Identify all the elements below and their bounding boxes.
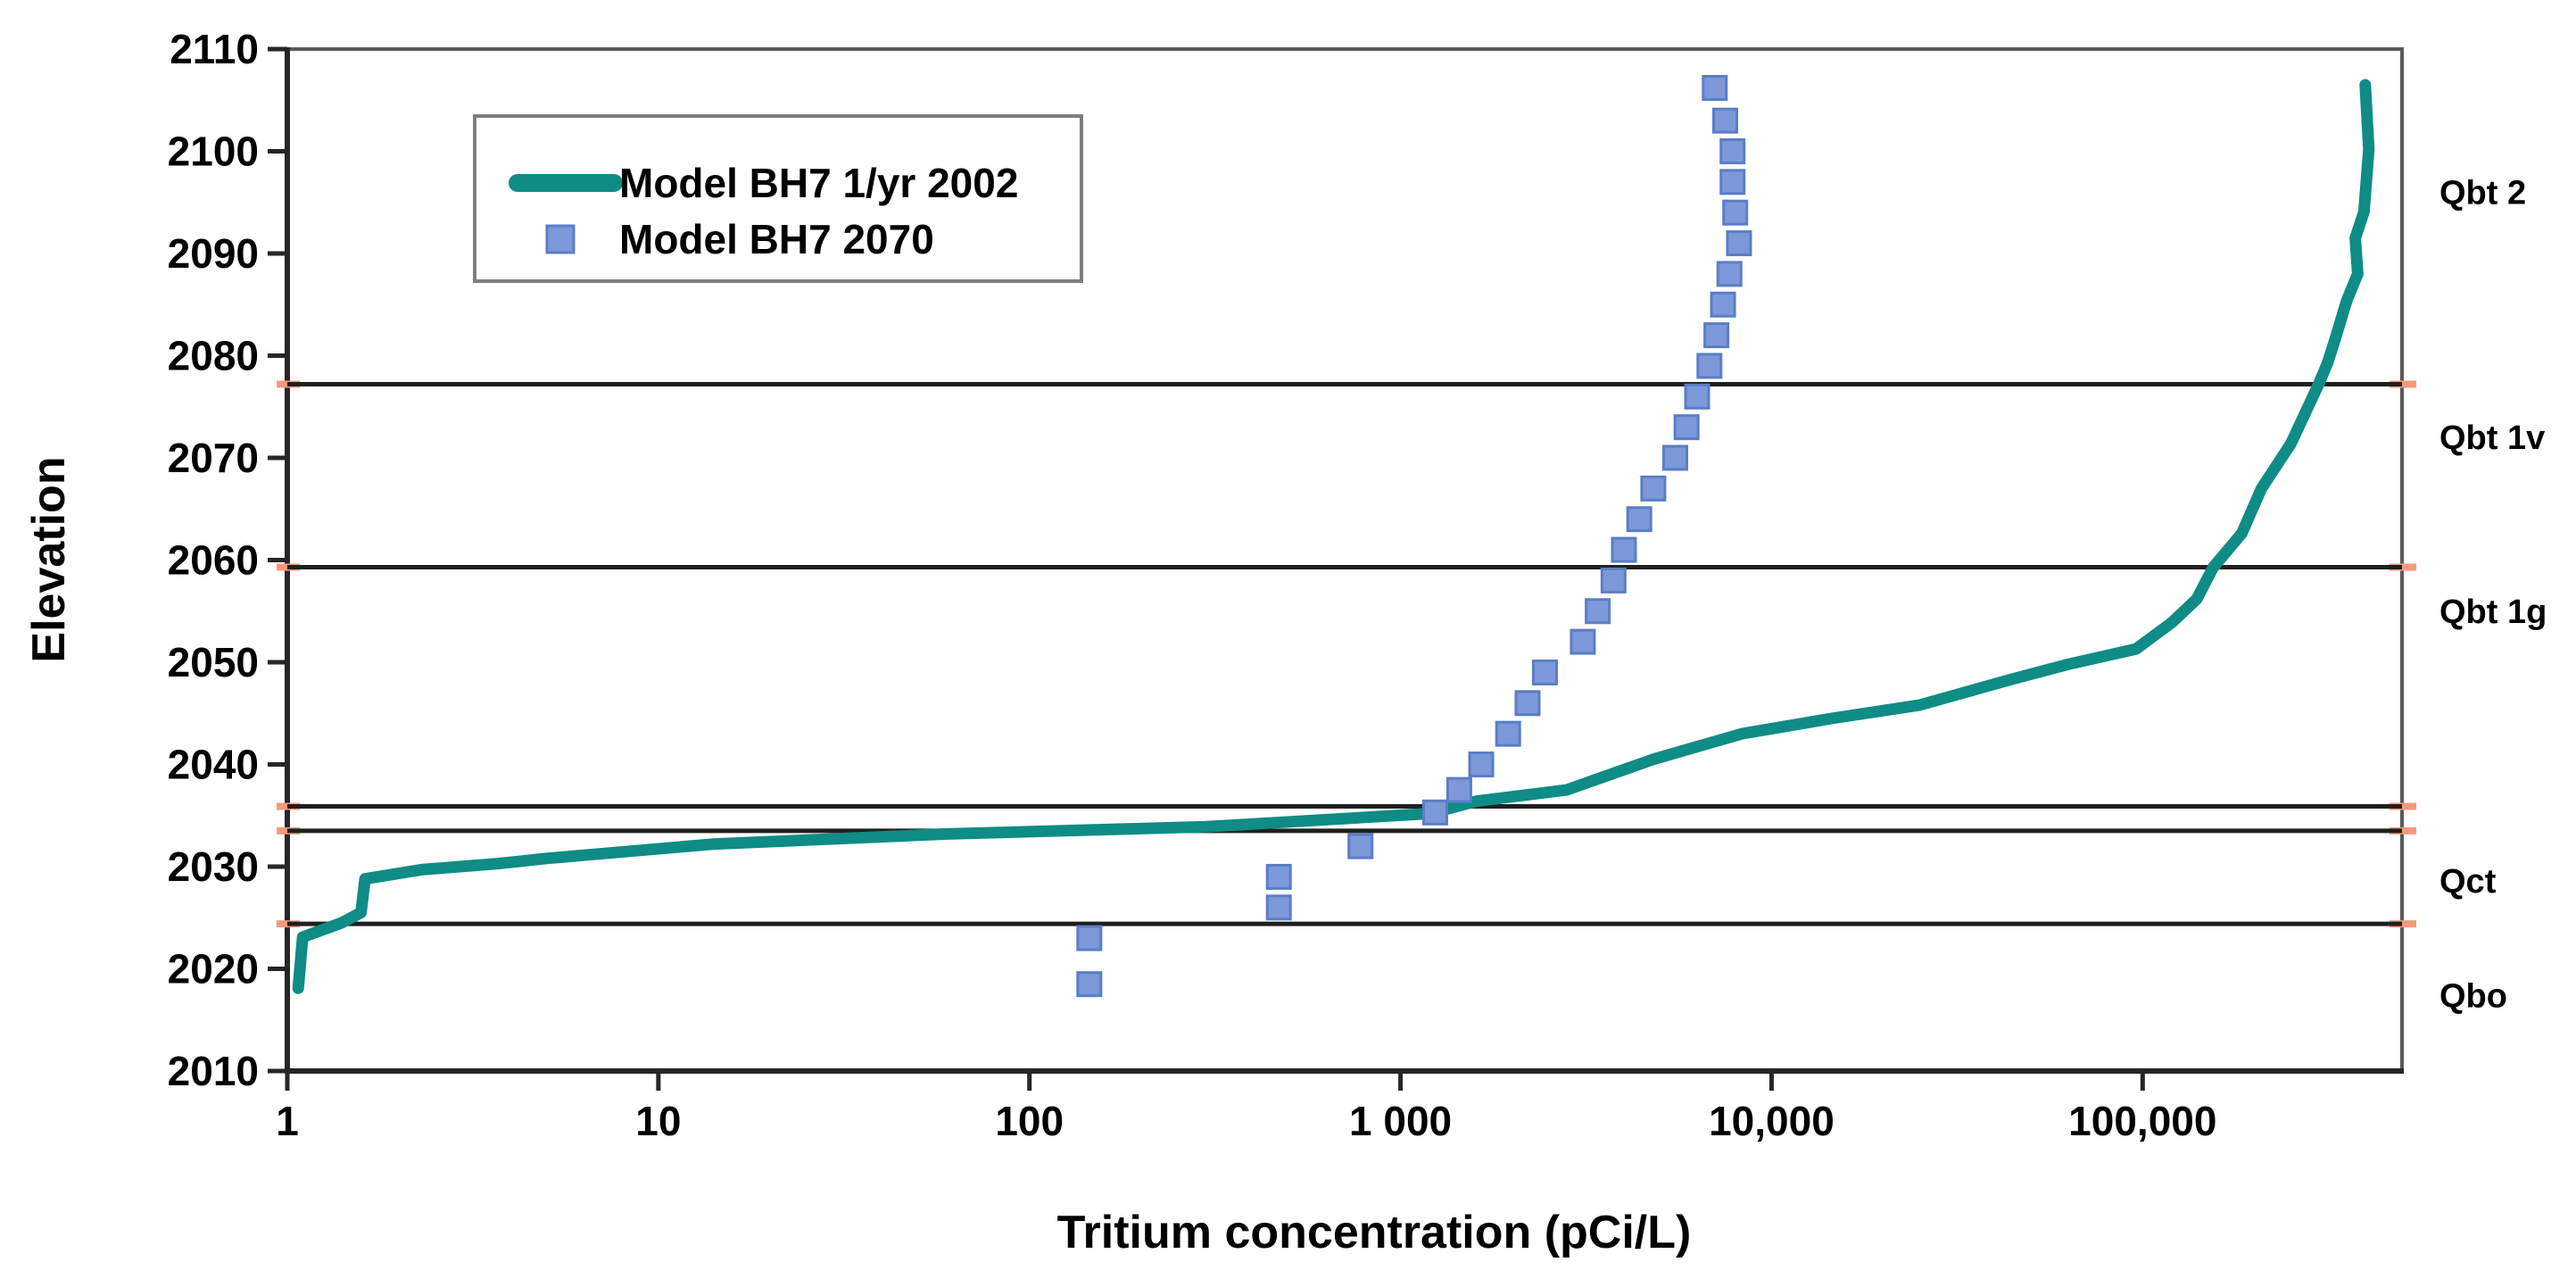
model-2002-line bbox=[292, 79, 2375, 994]
x-axis-ticks: 1 10 100 1 000 10,000 100,000 bbox=[276, 1071, 2216, 1144]
legend-box bbox=[473, 114, 1083, 283]
legend-square-sample-icon bbox=[545, 224, 576, 254]
model-2070-point bbox=[1684, 383, 1710, 410]
x-tick-label: 10 bbox=[635, 1098, 681, 1144]
y-tick-label: 2040 bbox=[168, 742, 259, 788]
y-tick-label: 2030 bbox=[168, 843, 259, 890]
strata-label-qbt-2: Qbt 2 bbox=[2439, 174, 2526, 212]
model-2070-point bbox=[1076, 971, 1103, 998]
series-points-model-2070 bbox=[1076, 75, 1752, 998]
x-tick-label: 1 000 bbox=[1349, 1098, 1452, 1144]
model-2070-point bbox=[1265, 863, 1292, 890]
model-2070-point bbox=[1495, 720, 1521, 747]
model-2070-point bbox=[1712, 107, 1739, 134]
strata-label-qbt-1v: Qbt 1v bbox=[2439, 419, 2545, 457]
y-tick-label: 2070 bbox=[168, 435, 259, 481]
strata-label-qbo: Qbo bbox=[2439, 977, 2507, 1015]
model-2070-point bbox=[1600, 567, 1627, 594]
model-2070-point bbox=[1719, 169, 1746, 195]
y-tick-label: 2100 bbox=[168, 129, 259, 175]
model-2070-point bbox=[1468, 751, 1495, 777]
legend: Model BH7 1/yr 2002 Model BH7 2070 bbox=[473, 114, 1083, 283]
legend-label-model-2002: Model BH7 1/yr 2002 bbox=[619, 160, 1018, 206]
model-2070-point bbox=[1626, 506, 1652, 533]
series-line-model-2002 bbox=[292, 79, 2375, 994]
model-2070-point bbox=[1640, 475, 1667, 502]
x-tick-label: 10,000 bbox=[1709, 1098, 1835, 1144]
strata-label-qct: Qct bbox=[2439, 863, 2497, 901]
x-axis-title: Tritium concentration (pCi/L) bbox=[1057, 1207, 1692, 1258]
model-2070-point bbox=[1726, 230, 1752, 257]
model-2070-point bbox=[1702, 75, 1728, 102]
model-2070-point bbox=[1719, 138, 1746, 164]
model-2070-point bbox=[1673, 414, 1700, 441]
y-tick-label: 2110 bbox=[170, 26, 259, 72]
strata-label-qbt-1g: Qbt 1g bbox=[2439, 594, 2547, 631]
y-tick-label: 2060 bbox=[168, 537, 259, 584]
model-2070-point bbox=[1265, 894, 1292, 921]
model-2070-point bbox=[1076, 925, 1103, 951]
model-2070-point bbox=[1716, 261, 1743, 287]
model-2070-point bbox=[1696, 353, 1723, 379]
model-2070-point bbox=[1514, 690, 1541, 717]
layer-boundary-lines bbox=[277, 380, 2416, 928]
y-tick-label: 2090 bbox=[168, 230, 259, 277]
y-axis-ticks: 2110 2100 2090 2080 2070 2060 2050 2040 2030 2020… bbox=[168, 26, 287, 1094]
model-2070-point bbox=[1585, 598, 1611, 625]
model-2070-point bbox=[1710, 291, 1736, 318]
model-2070-point bbox=[1445, 776, 1472, 803]
y-tick-label: 2080 bbox=[168, 333, 259, 379]
y-tick-label: 2050 bbox=[168, 639, 259, 685]
y-tick-label: 2010 bbox=[168, 1048, 259, 1094]
strata-labels: Qbt 2 Qbt 1v Qbt 1g Qct Qbo bbox=[2439, 174, 2547, 1015]
model-2070-point bbox=[1611, 536, 1637, 563]
model-2070-point bbox=[1661, 444, 1688, 471]
model-2070-point bbox=[1347, 833, 1374, 859]
y-tick-label: 2020 bbox=[168, 946, 259, 992]
model-2070-point bbox=[1570, 628, 1596, 655]
model-2070-point bbox=[1722, 199, 1749, 226]
x-tick-label: 100 bbox=[995, 1098, 1064, 1144]
model-2070-point bbox=[1421, 799, 1448, 826]
model-2070-point bbox=[1703, 322, 1730, 349]
x-tick-label: 1 bbox=[276, 1098, 299, 1144]
x-tick-label: 100,000 bbox=[2068, 1098, 2216, 1144]
legend-label-model-2070: Model BH7 2070 bbox=[619, 216, 934, 262]
model-2070-point bbox=[1531, 659, 1558, 685]
y-axis-title: Elevation bbox=[23, 456, 75, 662]
